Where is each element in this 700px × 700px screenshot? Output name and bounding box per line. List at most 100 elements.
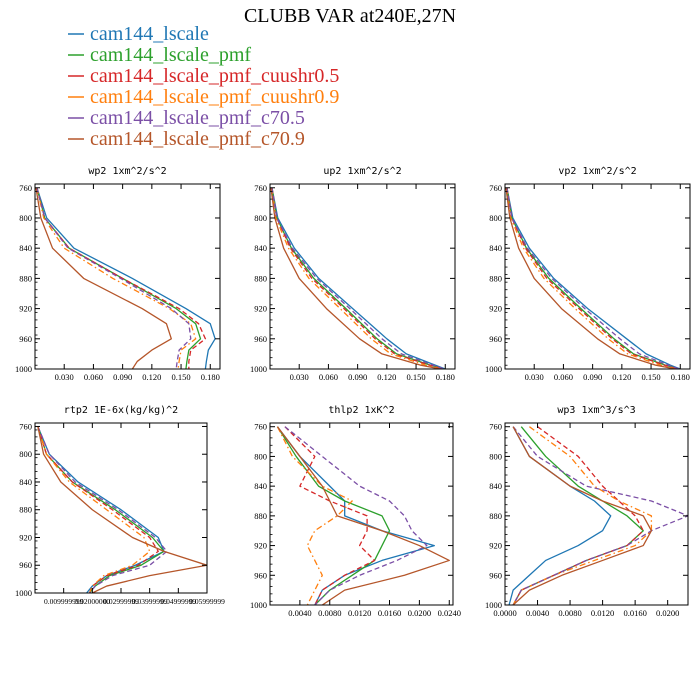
plot-frame [504, 422, 689, 606]
panels: wp2 1xm^2/s^2 760 800 840 880 920 960 1000 0.030… [15, 166, 691, 618]
y-tick-label: 760 [489, 422, 502, 432]
plot-frame [504, 183, 691, 370]
x-tick-label: 0.030 [55, 372, 74, 382]
x-tick-label: 0.090 [348, 372, 367, 382]
series-line [37, 426, 159, 593]
figure-title: CLUBB VAR at240E,27N [244, 5, 456, 27]
y-tick-label: 880 [489, 511, 502, 521]
y-tick-label: 1000 [250, 600, 267, 610]
series-line [270, 187, 441, 369]
legend-entry: cam144_lscale_pmf_cuushr0.5 [90, 65, 339, 87]
x-tick-label: 0.02000000 [75, 597, 111, 606]
series-line [506, 187, 679, 369]
series-line [506, 187, 680, 369]
x-tick-label: 0.009999999 [44, 597, 84, 606]
y-tick-label: 840 [489, 243, 502, 253]
panel-title: up2 1xm^2/s^2 [323, 166, 401, 177]
y-tick-label: 880 [19, 505, 32, 515]
y-tick-label: 1000 [485, 364, 502, 374]
x-tick-label: 0.0040 [288, 608, 311, 618]
y-tick-label: 920 [254, 304, 267, 314]
y-tick-label: 840 [19, 243, 32, 253]
y-tick-label: 800 [489, 451, 502, 461]
x-tick-label: 0.150 [406, 372, 425, 382]
x-tick-label: 0.0000 [493, 608, 516, 618]
x-tick-label: 0.0200 [408, 608, 431, 618]
series-line [271, 187, 444, 369]
y-tick-label: 960 [19, 560, 32, 570]
y-tick-label: 840 [19, 477, 32, 487]
y-tick-label: 960 [489, 334, 502, 344]
y-tick-label: 840 [489, 481, 502, 491]
x-tick-label: 0.030 [290, 372, 309, 382]
chart-panel: up2 1xm^2/s^2 760 800 840 880 920 960 1000 0.030… [250, 166, 456, 382]
x-tick-label: 0.02999999 [103, 597, 139, 606]
y-tick-label: 920 [19, 304, 32, 314]
series-line [505, 187, 676, 369]
x-tick-label: 0.120 [142, 372, 161, 382]
plot-frame [269, 422, 454, 606]
legend-entry: cam144_lscale_pmf_c70.5 [90, 107, 305, 129]
y-tick-label: 800 [254, 451, 267, 461]
x-tick-label: 0.0080 [558, 608, 581, 618]
x-tick-label: 0.120 [377, 372, 396, 382]
y-tick-label: 880 [254, 273, 267, 283]
y-tick-label: 1000 [15, 588, 32, 598]
series-line [284, 426, 428, 605]
x-tick-label: 0.150 [171, 372, 190, 382]
x-tick-label: 0.060 [319, 372, 338, 382]
series-line [276, 426, 435, 605]
x-tick-label: 0.0200 [656, 608, 679, 618]
series-line [37, 426, 207, 593]
legend-entry: cam144_lscale_pmf_cuushr0.9 [90, 86, 339, 108]
series-line [512, 426, 688, 605]
y-tick-label: 880 [489, 273, 502, 283]
series-line [508, 426, 612, 605]
x-tick-label: 0.05999999 [189, 597, 225, 606]
series-line [37, 426, 165, 593]
y-tick-label: 880 [254, 511, 267, 521]
y-tick-label: 880 [19, 273, 32, 283]
x-tick-label: 0.150 [641, 372, 660, 382]
x-tick-label: 0.0040 [526, 608, 549, 618]
series-line [36, 187, 192, 369]
panel-title: thlp2 1xK^2 [328, 405, 394, 416]
x-tick-label: 0.120 [612, 372, 631, 382]
y-tick-label: 800 [254, 213, 267, 223]
x-tick-label: 0.03999999 [132, 597, 168, 606]
series-line [506, 187, 679, 369]
y-tick-label: 960 [19, 334, 32, 344]
series-line [36, 187, 202, 369]
series-line [506, 187, 677, 369]
y-tick-label: 760 [489, 183, 502, 193]
panel-title: rtp2 1E-6x(kg/kg)^2 [64, 405, 178, 416]
x-tick-label: 0.060 [554, 372, 573, 382]
series-line [37, 426, 165, 593]
x-tick-label: 0.180 [201, 372, 220, 382]
series-line [36, 187, 216, 369]
y-tick-label: 920 [489, 304, 502, 314]
y-tick-label: 960 [254, 334, 267, 344]
legend-entry: cam144_lscale_pmf_c70.9 [90, 128, 305, 150]
series-line [512, 426, 644, 605]
legend-entry: cam144_lscale_pmf [90, 44, 251, 66]
series-line [271, 187, 444, 369]
y-tick-label: 920 [19, 532, 32, 542]
x-tick-label: 0.0080 [318, 608, 341, 618]
series-line [271, 187, 442, 369]
y-tick-label: 1000 [485, 600, 502, 610]
y-tick-label: 920 [489, 541, 502, 551]
series-line [506, 187, 681, 369]
series-line [276, 426, 391, 605]
panel-title: wp3 1xm^3/s^3 [557, 405, 635, 416]
chart-panel: wp3 1xm^3/s^3 760 800 840 880 920 960 10000.000… [485, 405, 689, 618]
plot-frame [34, 183, 221, 370]
plot-frame [34, 422, 208, 594]
series-line [276, 426, 353, 605]
y-tick-label: 840 [254, 481, 267, 491]
y-tick-label: 960 [489, 570, 502, 580]
panel-title: vp2 1xm^2/s^2 [558, 166, 636, 177]
x-tick-label: 0.0120 [348, 608, 371, 618]
y-tick-label: 1000 [15, 364, 32, 374]
plot-frame [269, 183, 456, 370]
